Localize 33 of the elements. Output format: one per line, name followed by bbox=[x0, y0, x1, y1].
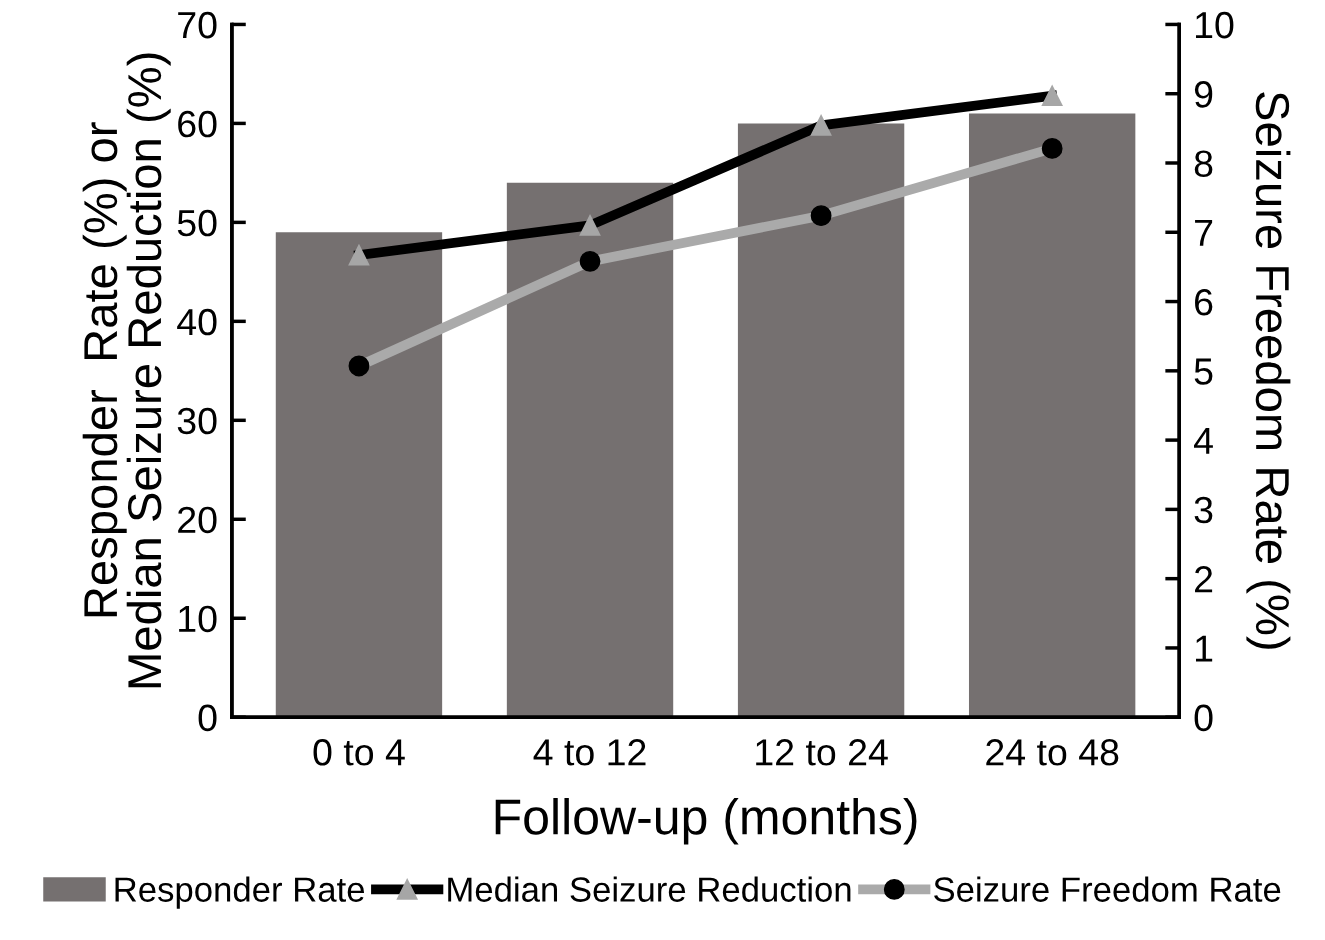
legend-label: Responder Rate bbox=[115, 876, 364, 909]
y2-tick-label: 5 bbox=[1194, 358, 1213, 385]
y2-axis-title: Seizure Freedom Rate (%) bbox=[1246, 92, 1291, 649]
y2-tick-label: 2 bbox=[1195, 566, 1213, 593]
y-tick-label: 40 bbox=[177, 308, 217, 336]
legend-label: Seizure Freedom Rate bbox=[934, 876, 1281, 902]
bar bbox=[275, 232, 443, 718]
bar bbox=[737, 123, 905, 718]
y2-tick-label: 9 bbox=[1194, 81, 1213, 108]
y2-tick-label: 8 bbox=[1194, 150, 1213, 177]
y-tick-label: 60 bbox=[178, 110, 217, 138]
bar bbox=[506, 182, 674, 718]
legend-label: Median Seizure Reduction bbox=[448, 876, 851, 902]
y-tick-label: 70 bbox=[178, 11, 217, 39]
y2-tick-label: 0 bbox=[1194, 704, 1213, 732]
y2-tick-label: 4 bbox=[1194, 427, 1213, 454]
y2-tick-label: 7 bbox=[1195, 220, 1213, 246]
y2-tick-label: 3 bbox=[1194, 496, 1213, 524]
y-tick-label: 30 bbox=[177, 407, 217, 435]
bar bbox=[968, 113, 1136, 718]
x-tick-label: 4 to 12 bbox=[533, 739, 646, 766]
x-axis-title: Follow-up (months) bbox=[495, 798, 917, 845]
y2-tick-label: 6 bbox=[1195, 288, 1213, 316]
y-tick-label: 0 bbox=[198, 704, 217, 732]
y2-tick-label: 1 bbox=[1196, 635, 1213, 662]
x-tick-label: 24 to 48 bbox=[986, 739, 1119, 766]
y-tick-label: 50 bbox=[177, 209, 217, 237]
y-axis-title: Responder Rate (%) or Median Seizure Reduction (%) bbox=[82, 53, 171, 688]
y-tick-label: 20 bbox=[178, 506, 217, 534]
x-tick-label: 0 to 4 bbox=[313, 739, 405, 766]
x-tick-label: 12 to 24 bbox=[756, 739, 888, 766]
y2-tick-label: 10 bbox=[1196, 11, 1234, 39]
y-tick-label: 10 bbox=[179, 605, 217, 633]
